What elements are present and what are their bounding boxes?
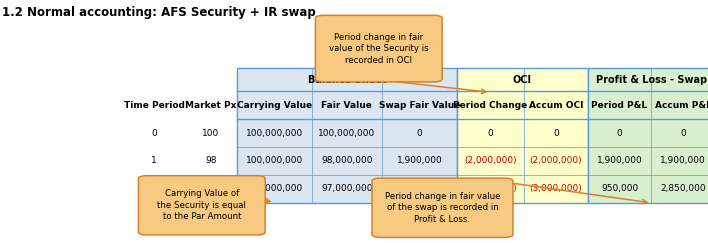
Text: Time Period: Time Period (124, 101, 184, 110)
Text: Period P&L: Period P&L (591, 101, 648, 110)
Text: 98,000,000: 98,000,000 (321, 156, 372, 165)
Text: Carrying Value: Carrying Value (236, 101, 312, 110)
Text: 97: 97 (205, 184, 217, 193)
Text: (2,000,000): (2,000,000) (464, 156, 517, 165)
FancyBboxPatch shape (316, 15, 442, 82)
Text: Profit & Loss - Swap: Profit & Loss - Swap (596, 75, 707, 85)
Text: Period change in fair value
of the swap is recorded in
Profit & Loss.: Period change in fair value of the swap … (384, 192, 501, 224)
FancyBboxPatch shape (372, 178, 513, 237)
Text: 0: 0 (680, 129, 686, 138)
Text: (3,000,000): (3,000,000) (530, 184, 582, 193)
Text: 1,900,000: 1,900,000 (396, 156, 442, 165)
Text: 950,000: 950,000 (601, 184, 638, 193)
Text: 1: 1 (151, 156, 157, 165)
Text: Market Px: Market Px (185, 101, 236, 110)
Text: 0: 0 (553, 129, 559, 138)
Text: Accum OCI: Accum OCI (529, 101, 583, 110)
Text: 100: 100 (202, 129, 219, 138)
Text: Balance Sheet: Balance Sheet (307, 75, 387, 85)
Text: 100,000,000: 100,000,000 (246, 184, 303, 193)
Text: 100,000,000: 100,000,000 (246, 156, 303, 165)
Text: 1,900,000: 1,900,000 (661, 156, 706, 165)
Text: 0: 0 (487, 129, 493, 138)
FancyBboxPatch shape (138, 176, 265, 235)
Text: 97,000,000: 97,000,000 (321, 184, 372, 193)
Text: (1,000,000): (1,000,000) (464, 184, 517, 193)
Text: Carrying Value of
the Security is equal
to the Par Amount: Carrying Value of the Security is equal … (157, 189, 246, 221)
Text: Accum P&L: Accum P&L (655, 101, 708, 110)
Text: 0: 0 (151, 129, 157, 138)
Text: 1.2 Normal accounting: AFS Security + IR swap: 1.2 Normal accounting: AFS Security + IR… (2, 6, 316, 19)
Text: (2,000,000): (2,000,000) (530, 156, 582, 165)
Text: Period Change: Period Change (453, 101, 527, 110)
Text: 2,850,000: 2,850,000 (396, 184, 442, 193)
Text: 2,850,000: 2,850,000 (661, 184, 706, 193)
Text: 100,000,000: 100,000,000 (319, 129, 375, 138)
Text: Period change in fair
value of the Security is
recorded in OCI: Period change in fair value of the Secur… (329, 33, 428, 65)
Text: Swap Fair Value: Swap Fair Value (379, 101, 460, 110)
Text: 0: 0 (617, 129, 622, 138)
Text: 2: 2 (152, 184, 156, 193)
Text: 100,000,000: 100,000,000 (246, 129, 303, 138)
Text: 1,900,000: 1,900,000 (597, 156, 642, 165)
Bar (588, 68, 708, 203)
Text: 98: 98 (205, 156, 217, 165)
Text: 0: 0 (416, 129, 423, 138)
Text: OCI: OCI (513, 75, 532, 85)
Text: Fair Value: Fair Value (321, 101, 372, 110)
Bar (457, 68, 588, 203)
Bar (237, 68, 457, 203)
